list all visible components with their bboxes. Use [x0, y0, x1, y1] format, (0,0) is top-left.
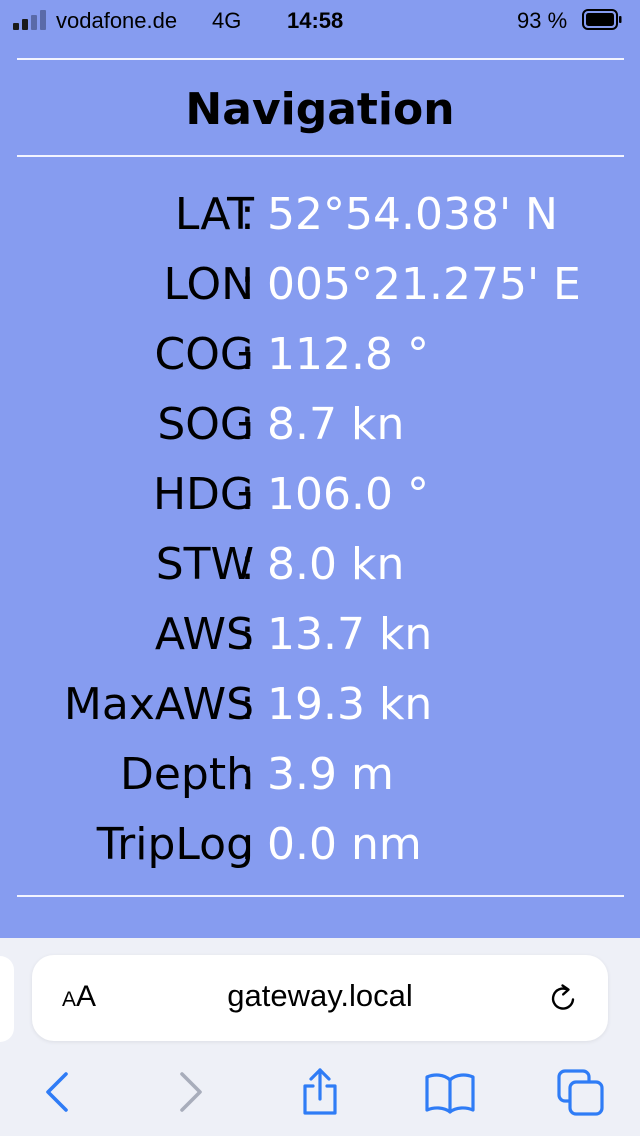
row-value: 8.0 kn: [267, 539, 405, 590]
share-icon[interactable]: [298, 1068, 342, 1116]
back-icon[interactable]: [40, 1068, 74, 1116]
data-row-triplog: TripLog : 0.0 nm: [0, 815, 640, 875]
data-row-lat: LAT : 52°54.038' N: [0, 185, 640, 245]
tabs-icon[interactable]: [556, 1068, 606, 1116]
row-label: Depth: [119, 749, 254, 800]
row-colon: :: [240, 679, 255, 730]
row-label: MaxAWS: [63, 679, 254, 730]
row-value: 19.3 kn: [267, 679, 433, 730]
data-row-cog: COG : 112.8 °: [0, 325, 640, 385]
row-colon: :: [240, 609, 255, 660]
carrier-name: vodafone.de: [56, 8, 178, 33]
text-size-big-label: A: [76, 980, 97, 1013]
row-colon: :: [240, 189, 255, 240]
text-size-button[interactable]: AA: [62, 980, 96, 1014]
row-value: 52°54.038' N: [267, 189, 558, 240]
row-label: HDG: [152, 469, 254, 520]
status-time: 14:58: [287, 8, 344, 33]
browser-toolbar: AA gateway.local: [0, 938, 640, 1136]
title-divider: [17, 155, 624, 157]
data-row-sog: SOG : 8.7 kn: [0, 395, 640, 455]
row-colon: :: [240, 819, 255, 870]
top-divider: [17, 58, 624, 60]
url-text[interactable]: gateway.local: [227, 978, 413, 1013]
address-bar[interactable]: AA gateway.local: [32, 955, 608, 1041]
row-label: TripLog: [96, 819, 254, 870]
previous-tab-preview[interactable]: [0, 956, 14, 1042]
row-value: 112.8 °: [267, 329, 429, 380]
data-row-stw: STW : 8.0 kn: [0, 535, 640, 595]
navigation-panel: Navigation LAT : 52°54.038' N LON : 005°…: [0, 40, 640, 938]
data-row-maxaws: MaxAWS : 19.3 kn: [0, 675, 640, 735]
row-label: SOG: [157, 399, 254, 450]
row-label: LON: [163, 259, 255, 310]
row-colon: :: [240, 399, 255, 450]
row-label: LAT: [174, 189, 254, 240]
network-type: 4G: [212, 8, 242, 33]
row-colon: :: [240, 329, 255, 380]
data-row-lon: LON : 005°21.275' E: [0, 255, 640, 315]
row-colon: :: [240, 539, 255, 590]
row-colon: :: [240, 749, 255, 800]
page-title: Navigation: [185, 84, 455, 135]
battery-percent: 93 %: [517, 8, 568, 33]
bookmarks-icon[interactable]: [424, 1068, 476, 1116]
row-value: 3.9 m: [267, 749, 394, 800]
data-row-hdg: HDG : 106.0 °: [0, 465, 640, 525]
row-value: 13.7 kn: [267, 609, 433, 660]
battery-icon: [582, 9, 622, 30]
status-bar: vodafone.de 4G 14:58 93 %: [0, 0, 640, 40]
row-label: COG: [154, 329, 254, 380]
row-value: 106.0 °: [267, 469, 429, 520]
data-row-aws: AWS : 13.7 kn: [0, 605, 640, 665]
row-value: 005°21.275' E: [267, 259, 581, 310]
row-colon: :: [240, 259, 255, 310]
data-row-depth: Depth : 3.9 m: [0, 745, 640, 805]
row-label: AWS: [154, 609, 254, 660]
reload-icon[interactable]: [548, 982, 580, 1014]
text-size-small-label: A: [62, 988, 77, 1011]
signal-strength-icon: [13, 10, 47, 30]
row-value: 8.7 kn: [267, 399, 405, 450]
row-value: 0.0 nm: [267, 819, 422, 870]
row-label: STW: [155, 539, 254, 590]
forward-icon[interactable]: [174, 1068, 208, 1116]
row-colon: :: [240, 469, 255, 520]
bottom-divider: [17, 895, 624, 897]
